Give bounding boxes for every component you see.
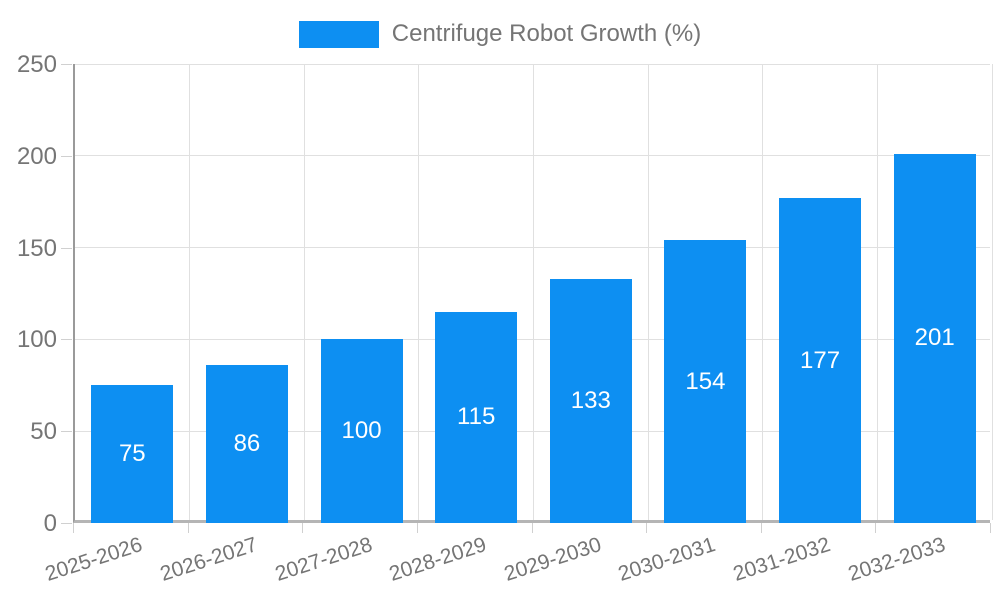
bar-value-label: 86 xyxy=(233,430,261,458)
bar-value-label: 154 xyxy=(685,367,726,395)
x-gridline xyxy=(303,64,305,520)
y-tick-mark xyxy=(61,339,72,341)
x-gridline xyxy=(418,64,420,520)
x-tick-label: 2026-2027 xyxy=(157,533,261,586)
legend: Centrifuge Robot Growth (%) xyxy=(0,18,1000,50)
y-tick-mark xyxy=(61,247,72,249)
x-tick-mark xyxy=(187,523,189,533)
y-tick-mark xyxy=(61,431,72,433)
x-tick-mark xyxy=(990,523,991,533)
x-gridline xyxy=(647,64,649,520)
bar-value-label: 100 xyxy=(341,417,382,445)
y-tick-label: 100 xyxy=(16,326,57,354)
y-tick-mark xyxy=(61,64,72,65)
y-tick-label: 200 xyxy=(16,142,57,170)
x-tick-label: 2028-2029 xyxy=(386,533,490,586)
x-tick-mark xyxy=(416,523,418,533)
legend-label: Centrifuge Robot Growth (%) xyxy=(391,20,702,47)
x-tick-label: 2032-2033 xyxy=(845,533,948,586)
y-tick-label: 50 xyxy=(30,418,57,446)
bar: 86 xyxy=(205,365,288,523)
x-tick-mark xyxy=(73,523,74,533)
bar: 201 xyxy=(893,153,976,523)
y-tick-label: 0 xyxy=(43,510,57,537)
bar-value-label: 75 xyxy=(118,440,146,468)
x-tick-mark xyxy=(760,523,762,533)
y-gridline xyxy=(75,247,990,249)
bar-value-label: 201 xyxy=(914,324,955,352)
x-tick-label: 2025-2026 xyxy=(42,533,146,586)
bar: 75 xyxy=(91,385,174,523)
y-gridline xyxy=(75,155,990,157)
x-tick-label: 2030-2031 xyxy=(615,533,719,586)
bar-value-label: 177 xyxy=(800,346,841,374)
x-tick-mark xyxy=(302,523,304,533)
x-gridline xyxy=(991,64,993,520)
x-tick-mark xyxy=(646,523,648,533)
bar-value-label: 133 xyxy=(570,386,611,414)
x-gridline xyxy=(876,64,878,520)
x-gridline xyxy=(533,64,534,520)
bar: 177 xyxy=(779,198,862,523)
y-tick-mark xyxy=(61,523,72,524)
bar: 100 xyxy=(320,339,403,523)
x-tick-mark xyxy=(875,523,877,533)
legend-swatch-icon xyxy=(298,20,379,48)
bar: 115 xyxy=(435,311,518,523)
y-gridline xyxy=(75,430,990,432)
y-gridline xyxy=(75,63,990,65)
y-tick-label: 250 xyxy=(16,51,57,78)
bar-value-label: 115 xyxy=(457,403,496,431)
x-tick-label: 2029-2030 xyxy=(501,533,604,586)
x-tick-label: 2031-2032 xyxy=(730,533,834,586)
x-gridline xyxy=(189,64,191,520)
bar: 133 xyxy=(549,278,632,523)
y-tick-mark xyxy=(61,155,72,157)
y-gridline xyxy=(75,338,990,340)
y-tick-label: 150 xyxy=(16,234,57,262)
x-tick-label: 2027-2028 xyxy=(272,533,375,586)
x-tick-mark xyxy=(531,523,533,533)
x-gridline xyxy=(762,64,764,520)
bar: 154 xyxy=(664,240,747,523)
plot-area: 75 86 100 115 133 154 177 201 xyxy=(73,63,993,523)
